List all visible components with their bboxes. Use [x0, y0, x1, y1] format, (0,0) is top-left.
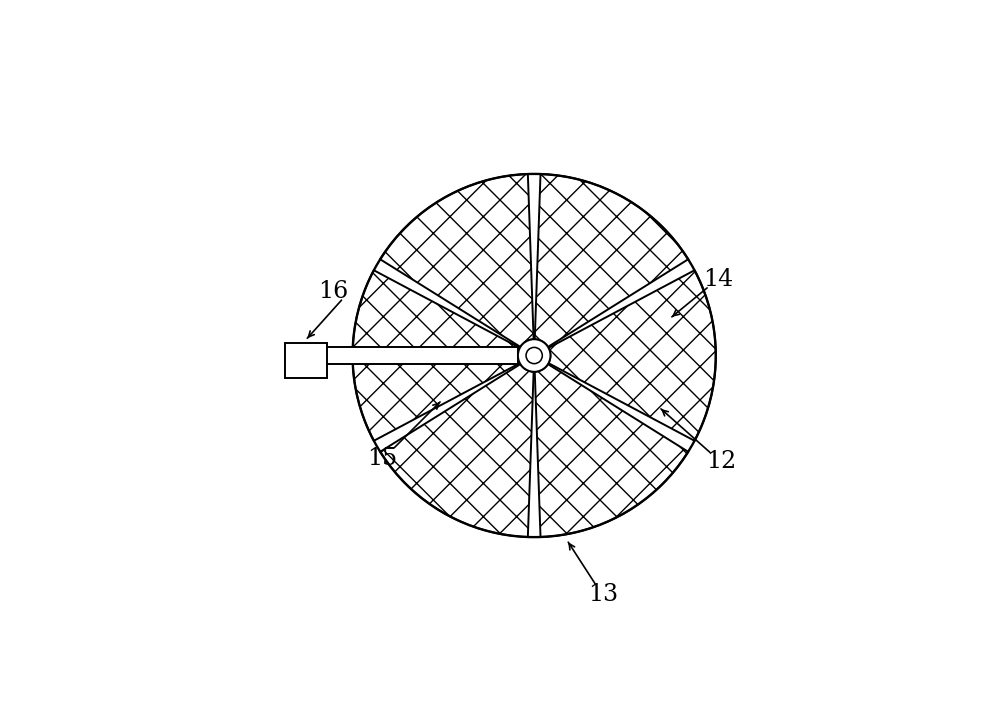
Circle shape	[526, 347, 542, 364]
Text: 13: 13	[589, 582, 619, 605]
Wedge shape	[549, 270, 716, 441]
Wedge shape	[353, 270, 520, 441]
Text: 14: 14	[703, 268, 734, 291]
Wedge shape	[535, 364, 688, 537]
Polygon shape	[285, 343, 327, 378]
Text: 16: 16	[318, 280, 349, 303]
Wedge shape	[535, 174, 688, 347]
Wedge shape	[380, 364, 534, 537]
Text: 12: 12	[706, 450, 736, 472]
Circle shape	[518, 339, 550, 372]
Polygon shape	[325, 347, 518, 364]
Wedge shape	[380, 174, 534, 347]
Text: 15: 15	[367, 447, 397, 470]
